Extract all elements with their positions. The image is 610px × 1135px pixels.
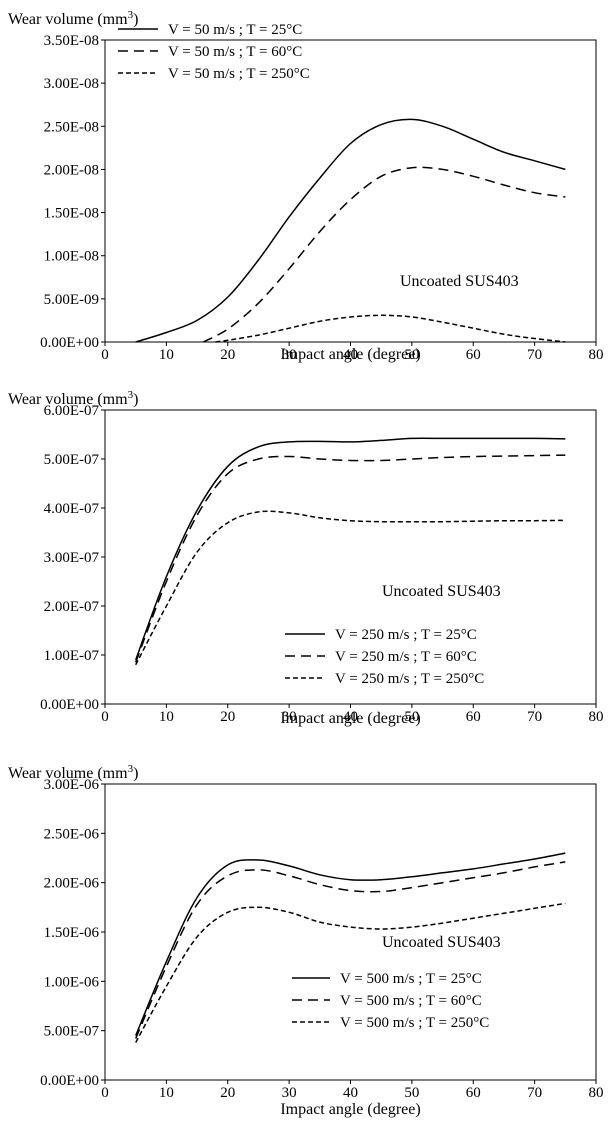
legend-entry-label: V = 500 m/s ; T = 25°C (340, 971, 482, 987)
y-tick-label: 5.00E-07 (44, 452, 100, 468)
x-tick-label: 0 (101, 347, 109, 363)
y-tick-label: 1.00E-06 (44, 974, 100, 990)
y-tick-label: 3.00E-08 (44, 76, 99, 92)
legend-entry-label: V = 500 m/s ; T = 250°C (340, 1015, 489, 1031)
y-tick-label: 2.00E-08 (44, 162, 99, 178)
y-tick-label: 5.00E-07 (44, 1024, 100, 1040)
plot-area-frame (104, 39, 597, 343)
x-tick-label: 30 (282, 347, 297, 363)
y-tick-label: 1.00E-07 (44, 648, 100, 664)
legend-entry-label: V = 500 m/s ; T = 60°C (340, 993, 482, 1009)
x-tick-label: 20 (220, 1085, 235, 1101)
material-annotation: Uncoated SUS403 (382, 583, 501, 600)
y-tick-label: 4.00E-07 (44, 501, 100, 517)
x-tick-label: 80 (589, 709, 604, 725)
y-axis-title: Wear volume (mm3) (8, 9, 138, 28)
x-tick-label: 80 (589, 1085, 604, 1101)
legend-entry-label: V = 50 m/s ; T = 25°C (168, 22, 302, 38)
x-tick-label: 60 (466, 347, 481, 363)
y-tick-label: 1.00E-08 (44, 249, 99, 265)
legend-entry-label: V = 50 m/s ; T = 60°C (168, 44, 302, 60)
x-tick-label: 0 (101, 709, 109, 725)
x-tick-label: 10 (159, 347, 174, 363)
x-tick-label: 20 (220, 347, 235, 363)
x-tick-label: 60 (466, 1085, 481, 1101)
y-tick-label: 2.00E-07 (44, 599, 100, 615)
y-axis-title: Wear volume (mm3) (8, 389, 138, 408)
x-tick-label: 0 (101, 1085, 109, 1101)
series-line-solid (135, 852, 566, 1036)
chart-panel-50ms: 0.00E+00 5.00E-09 1.00E-08 1.50E-08 2.00E-08… (8, 9, 604, 363)
x-axis-title: Impact angle (degree) (280, 1101, 420, 1118)
y-tick-label: 3.00E-07 (44, 550, 100, 566)
x-tick-label: 10 (159, 709, 174, 725)
series-line-solid (134, 437, 566, 661)
x-tick-label: 60 (466, 709, 481, 725)
x-tick-label: 70 (527, 347, 542, 363)
y-tick-label: 1.50E-06 (44, 925, 100, 941)
y-axis-title: Wear volume (mm3) (8, 763, 138, 782)
y-tick-label: 2.50E-08 (44, 119, 99, 135)
series-line-solid (135, 118, 566, 343)
x-tick-label: 50 (404, 347, 419, 363)
chart-panel-500ms: 0.00E+00 5.00E-07 1.00E-06 1.50E-06 2.00E-06… (8, 763, 604, 1118)
y-tick-label: 5.00E-09 (44, 292, 99, 308)
x-tick-label: 70 (527, 1085, 542, 1101)
legend-entry-label: V = 250 m/s ; T = 250°C (335, 671, 484, 687)
legend-entry-label: V = 250 m/s ; T = 25°C (335, 627, 477, 643)
y-tick-label: 0.00E+00 (40, 335, 99, 351)
y-tick-label: 2.50E-06 (44, 826, 100, 842)
y-tick-label: 6.00E-07 (44, 403, 100, 419)
y-tick-label: 3.00E-06 (44, 777, 100, 793)
y-tick-label: 3.50E-08 (44, 33, 99, 49)
y-tick-label: 0.00E+00 (40, 697, 99, 713)
plot-area-frame (104, 783, 597, 1081)
series-line-dashed (134, 454, 566, 663)
x-tick-label: 50 (404, 1085, 419, 1101)
x-tick-label: 30 (282, 709, 297, 725)
legend-entry-label: V = 50 m/s ; T = 250°C (168, 66, 310, 82)
y-tick-label: 2.00E-06 (44, 876, 100, 892)
x-tick-label: 10 (159, 1085, 174, 1101)
series-line-dashed (202, 166, 566, 343)
x-axis-title: Impact angle (degree) (280, 346, 420, 363)
x-tick-label: 70 (527, 709, 542, 725)
x-tick-label: 20 (220, 709, 235, 725)
x-tick-label: 40 (343, 347, 358, 363)
x-tick-label: 40 (343, 709, 358, 725)
x-axis-title: Impact angle (degree) (280, 710, 420, 727)
material-annotation: Uncoated SUS403 (400, 273, 519, 290)
y-tick-label: 0.00E+00 (40, 1073, 99, 1089)
x-tick-label: 80 (589, 347, 604, 363)
material-annotation: Uncoated SUS403 (382, 934, 501, 951)
series-line-dashed (135, 861, 566, 1039)
y-tick-label: 1.50E-08 (44, 206, 99, 222)
x-tick-label: 30 (282, 1085, 297, 1101)
series-line-dotted (135, 510, 566, 666)
legend-entry-label: V = 250 m/s ; T = 60°C (335, 649, 477, 665)
x-tick-label: 50 (404, 709, 419, 725)
chart-panel-250ms: 0.00E+00 1.00E-07 2.00E-07 3.00E-07 4.00E-07… (8, 389, 604, 727)
series-line-dotted (135, 902, 566, 1043)
series-line-dotted (215, 314, 566, 343)
x-tick-label: 40 (343, 1085, 358, 1101)
